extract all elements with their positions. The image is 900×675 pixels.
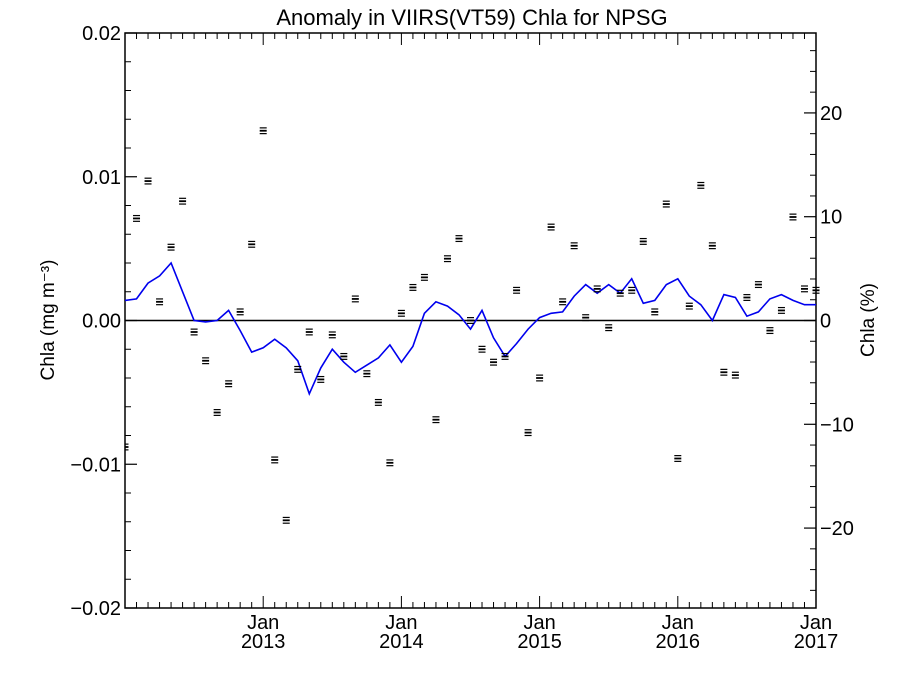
data-point xyxy=(651,308,659,316)
y-right-tick-label: 10 xyxy=(820,207,842,229)
data-point xyxy=(248,240,256,248)
data-point xyxy=(547,223,555,231)
data-point xyxy=(259,127,267,135)
left-tick-labels: 0.02 0.01 0.00 −0.01 −0.02 xyxy=(70,23,121,620)
data-point xyxy=(190,328,198,336)
data-point xyxy=(789,213,797,221)
data-point xyxy=(639,237,647,245)
y-axis-label-left: Chla (mg m⁻³) xyxy=(38,260,59,381)
data-point xyxy=(179,197,187,205)
data-point xyxy=(467,317,474,324)
x-tick-label-year: 2016 xyxy=(656,631,701,653)
data-point xyxy=(144,177,152,185)
data-point xyxy=(478,345,486,353)
x-tick-label-year: 2017 xyxy=(794,631,839,653)
data-point xyxy=(674,455,682,462)
y-right-tick-label: −20 xyxy=(820,518,854,540)
x-tick-label-year: 2014 xyxy=(379,631,424,653)
anomaly-line xyxy=(124,261,816,396)
y-axis-label-right: Chla (%) xyxy=(858,283,879,357)
data-point xyxy=(628,286,636,294)
chart-title: Anomaly in VIIRS(VT59) Chla for NPSG xyxy=(276,5,667,30)
y-right-tick-label: −10 xyxy=(820,414,854,436)
data-point xyxy=(697,181,705,189)
data-point xyxy=(662,200,670,208)
data-point xyxy=(524,429,532,437)
data-point xyxy=(236,308,244,316)
data-point xyxy=(800,285,808,293)
data-point xyxy=(777,306,785,314)
data-point xyxy=(559,298,567,306)
data-point xyxy=(374,398,382,406)
data-point xyxy=(363,370,371,378)
y-left-tick-label: 0.01 xyxy=(82,167,121,189)
data-point xyxy=(605,324,613,332)
data-point xyxy=(685,302,693,310)
data-point xyxy=(432,416,440,424)
data-point xyxy=(397,309,405,317)
y-right-tick-label: 20 xyxy=(820,103,842,125)
data-point xyxy=(271,456,279,464)
data-point xyxy=(490,358,498,366)
data-point xyxy=(443,255,451,263)
data-point xyxy=(328,331,336,339)
data-point xyxy=(351,295,359,303)
data-point xyxy=(305,328,313,336)
x-tick-label-year: 2015 xyxy=(517,631,562,653)
data-point xyxy=(513,286,521,294)
y-left-tick-label: −0.02 xyxy=(70,598,121,620)
data-point xyxy=(766,327,774,335)
right-tick-labels: 20 10 0 −10 −20 xyxy=(820,103,854,540)
anomaly-line-series xyxy=(124,261,816,396)
x-tick-label-month: Jan xyxy=(385,612,417,634)
y-right-tick-label: 0 xyxy=(820,311,831,333)
anomaly-points-series xyxy=(125,127,820,524)
tick-marks xyxy=(124,32,817,609)
data-point xyxy=(133,214,141,222)
data-point xyxy=(340,352,348,360)
y-left-tick-label: 0.02 xyxy=(82,23,121,45)
data-point xyxy=(616,289,624,297)
data-point xyxy=(167,243,175,251)
data-point xyxy=(501,352,509,360)
data-point xyxy=(420,273,428,281)
data-point xyxy=(125,443,129,451)
data-point xyxy=(754,281,762,289)
data-point xyxy=(202,357,210,365)
x-tick-label-month: Jan xyxy=(800,612,832,634)
data-point xyxy=(536,374,544,382)
data-point xyxy=(708,242,716,250)
data-point xyxy=(156,298,164,306)
x-tick-label-year: 2013 xyxy=(241,631,286,653)
data-point xyxy=(455,235,463,243)
data-point xyxy=(593,285,601,293)
data-point xyxy=(812,286,820,294)
data-point xyxy=(386,459,394,467)
x-tick-label-month: Jan xyxy=(523,612,555,634)
y-left-tick-label: 0.00 xyxy=(82,311,121,333)
data-point xyxy=(317,375,325,383)
x-tick-label-month: Jan xyxy=(247,612,279,634)
data-point xyxy=(720,368,728,376)
data-point xyxy=(225,380,233,388)
data-point xyxy=(582,314,590,322)
y-left-tick-label: −0.01 xyxy=(70,454,121,476)
data-point xyxy=(409,283,417,291)
x-tick-label-month: Jan xyxy=(662,612,694,634)
data-point xyxy=(743,294,751,301)
data-point xyxy=(282,516,290,524)
data-point xyxy=(213,409,221,416)
data-point xyxy=(570,242,578,250)
data-point xyxy=(294,365,302,373)
data-point xyxy=(731,371,739,379)
